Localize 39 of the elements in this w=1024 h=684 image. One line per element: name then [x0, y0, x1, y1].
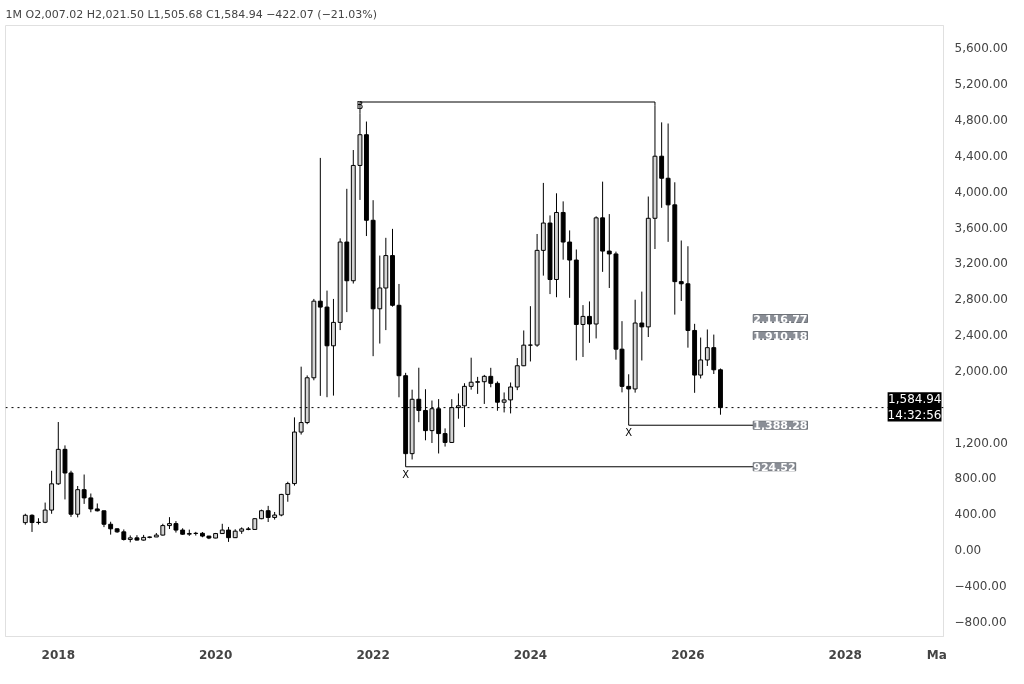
chart-title: 1M O2,007.02 H2,021.50 L1,505.68 C1,584.94 −422.07 (−21.03%)	[5, 7, 378, 21]
annotation: 1,388.28	[753, 419, 808, 433]
y-tick-label: 2,000.00	[954, 363, 1008, 378]
x-tick-label: 2022	[356, 647, 390, 662]
candlestick	[678, 240, 684, 302]
candlestick	[606, 213, 612, 289]
x-tick-label: 2018	[41, 647, 75, 662]
y-tick-label: 4,400.00	[954, 148, 1008, 163]
y-tick-label: 400.00	[954, 507, 997, 522]
y-tick-label: 0.00	[954, 543, 982, 558]
y-tick-label: 800.00	[954, 471, 997, 486]
x-tick-label: 2028	[828, 647, 862, 662]
annotation: X	[402, 468, 410, 480]
candlestick	[317, 157, 323, 397]
y-tick-label: 2,800.00	[954, 292, 1008, 307]
y-tick-label: 1,200.00	[954, 435, 1008, 450]
y-tick-label: 3,600.00	[954, 220, 1008, 235]
y-tick-label: 3,200.00	[954, 256, 1008, 271]
y-tick-label: 2,400.00	[954, 328, 1008, 343]
x-tick-label: 2026	[671, 647, 705, 662]
annotation: 924.52	[753, 460, 796, 474]
y-tick-label: 4,800.00	[954, 113, 1008, 128]
annotation: B	[356, 100, 364, 112]
candlestick	[81, 474, 87, 505]
y-tick-label: 5,600.00	[954, 41, 1008, 56]
x-tick-label: 2020	[198, 647, 233, 662]
candlestick	[567, 229, 573, 299]
y-tick-label: −800.00	[954, 614, 1007, 629]
candlestick	[527, 305, 533, 362]
y-tick-label: −400.00	[954, 578, 1007, 593]
x-tick-label: Ma	[926, 647, 947, 662]
annotation: 1,910.18	[753, 329, 808, 343]
annotation: X	[625, 427, 633, 439]
y-tick-label: 5,200.00	[954, 77, 1008, 92]
annotation: 2,116.77	[753, 312, 808, 326]
candlestick	[88, 493, 94, 513]
ref-line-label: 1,584.94 14:32:56	[887, 392, 942, 422]
x-tick-label: 2024	[513, 647, 548, 662]
y-tick-label: 4,000.00	[954, 184, 1008, 199]
